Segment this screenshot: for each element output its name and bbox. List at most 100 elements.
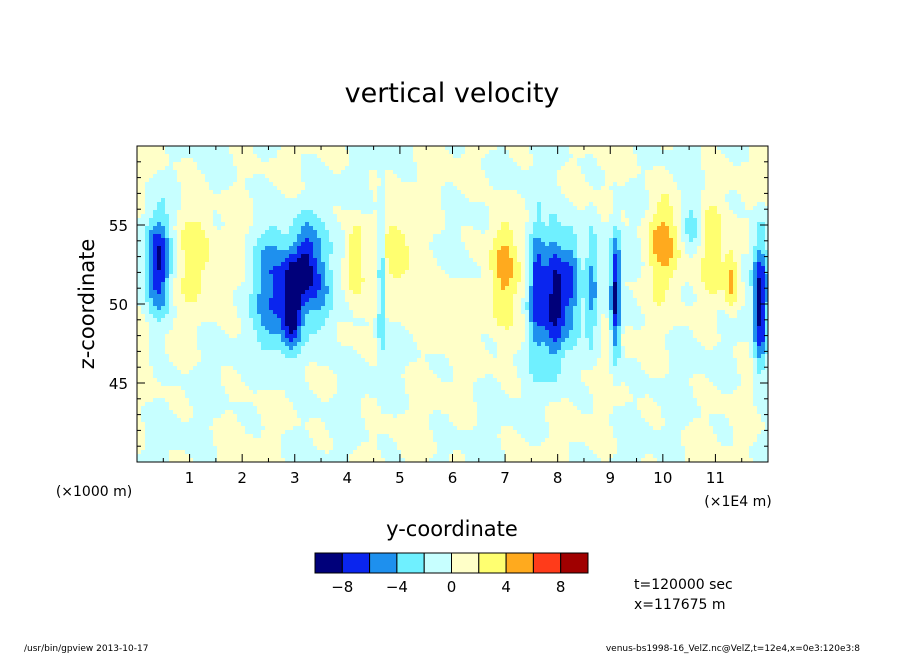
heatmap-cell (269, 238, 274, 243)
heatmap-cell (485, 154, 490, 159)
heatmap-cell (217, 250, 222, 255)
heatmap-cell (481, 270, 486, 275)
heatmap-cell (725, 210, 730, 215)
heatmap-cell (173, 198, 178, 203)
heatmap-cell (217, 266, 222, 271)
heatmap-cell (441, 198, 446, 203)
heatmap-cell (661, 266, 666, 271)
heatmap-cell (489, 206, 494, 211)
heatmap-cell (593, 190, 598, 195)
heatmap-cell (417, 258, 422, 263)
heatmap-cell (577, 246, 582, 251)
heatmap-cell (161, 158, 166, 163)
heatmap-cell (381, 218, 386, 223)
heatmap-cell (201, 198, 206, 203)
heatmap-cell (729, 230, 734, 235)
heatmap-cell (457, 166, 462, 171)
heatmap-cell (285, 266, 290, 271)
heatmap-cell (653, 262, 658, 267)
heatmap-cell (397, 214, 402, 219)
heatmap-cell (709, 250, 714, 255)
heatmap-cell (613, 202, 618, 207)
heatmap-cell (185, 154, 190, 159)
heatmap-cell (369, 174, 374, 179)
heatmap-cell (369, 158, 374, 163)
heatmap-cell (217, 218, 222, 223)
heatmap-cell (193, 174, 198, 179)
heatmap-cell (649, 226, 654, 231)
heatmap-cell (273, 218, 278, 223)
heatmap-cell (137, 202, 142, 207)
heatmap-cell (641, 190, 646, 195)
heatmap-cell (329, 174, 334, 179)
heatmap-cell (309, 266, 314, 271)
heatmap-cell (221, 270, 226, 275)
heatmap-cell (445, 222, 450, 227)
heatmap-cell (257, 238, 262, 243)
heatmap-cell (293, 246, 298, 251)
heatmap-cell (737, 182, 742, 187)
heatmap-cell (673, 242, 678, 247)
heatmap-cell (369, 254, 374, 259)
heatmap-cell (337, 206, 342, 211)
heatmap-cell (661, 198, 666, 203)
heatmap-cell (385, 150, 390, 155)
heatmap-cell (685, 238, 690, 243)
heatmap-cell (229, 162, 234, 167)
heatmap-cell (141, 218, 146, 223)
heatmap-cell (373, 238, 378, 243)
heatmap-cell (661, 242, 666, 247)
heatmap-cell (585, 218, 590, 223)
heatmap-cell (453, 162, 458, 167)
heatmap-cell (501, 258, 506, 263)
heatmap-cell (169, 206, 174, 211)
heatmap-cell (389, 214, 394, 219)
heatmap-cell (429, 238, 434, 243)
heatmap-cell (161, 222, 166, 227)
heatmap-cell (549, 238, 554, 243)
heatmap-cell (369, 242, 374, 247)
heatmap-cell (533, 262, 538, 267)
heatmap-cell (185, 262, 190, 267)
heatmap-cell (545, 202, 550, 207)
heatmap-cell (553, 150, 558, 155)
heatmap-cell (281, 226, 286, 231)
heatmap-cell (201, 146, 206, 151)
heatmap-cell (457, 238, 462, 243)
heatmap-cell (457, 250, 462, 255)
heatmap-cell (409, 254, 414, 259)
heatmap-cell (377, 198, 382, 203)
heatmap-cell (397, 146, 402, 151)
heatmap-cell (361, 238, 366, 243)
heatmap-cell (553, 174, 558, 179)
heatmap-cell (173, 238, 178, 243)
heatmap-cell (601, 230, 606, 235)
heatmap-cell (225, 238, 230, 243)
heatmap-cell (157, 182, 162, 187)
heatmap-cell (313, 146, 318, 151)
heatmap-cell (461, 222, 466, 227)
heatmap-cell (429, 242, 434, 247)
heatmap-cell (569, 166, 574, 171)
heatmap-cell (665, 262, 670, 267)
heatmap-cell (397, 186, 402, 191)
heatmap-cell (321, 250, 326, 255)
heatmap-cell (529, 230, 534, 235)
heatmap-cell (489, 170, 494, 175)
heatmap-cell (661, 250, 666, 255)
heatmap-cell (645, 266, 650, 271)
heatmap-cell (401, 222, 406, 227)
heatmap-cell (401, 198, 406, 203)
heatmap-cell (669, 250, 674, 255)
heatmap-cell (189, 210, 194, 215)
heatmap-cell (137, 166, 142, 171)
heatmap-cell (197, 158, 202, 163)
heatmap-cell (341, 174, 346, 179)
heatmap-cell (209, 166, 214, 171)
heatmap-cell (501, 206, 506, 211)
heatmap-cell (297, 270, 302, 275)
heatmap-cell (157, 190, 162, 195)
heatmap-cell (629, 198, 634, 203)
heatmap-cell (705, 202, 710, 207)
heatmap-cell (441, 170, 446, 175)
